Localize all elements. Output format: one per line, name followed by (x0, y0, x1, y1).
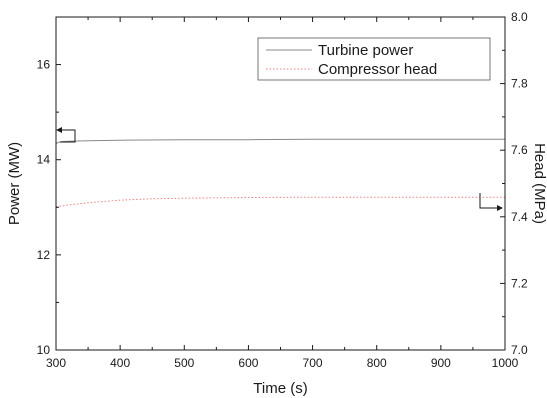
series-line-turbine-power (55, 138, 505, 144)
x-tick-label: 800 (367, 356, 387, 370)
y-right-tick-label: 8.0 (511, 10, 528, 24)
series-layer (55, 138, 505, 208)
ticks-layer (55, 16, 506, 351)
y-right-tick-label: 7.8 (511, 77, 528, 91)
series-line-compressor-head (55, 196, 505, 208)
x-tick-label: 400 (110, 356, 130, 370)
y-left-tick-label: 12 (37, 248, 51, 262)
legend: Turbine power Compressor head (257, 37, 491, 81)
y-left-tick-label: 14 (37, 153, 51, 167)
x-tick-label: 1000 (492, 356, 519, 370)
labels-layer: 300 400 500 600 700 800 900 1000 10 12 14 16 7.0 7.2 7… (6, 10, 547, 397)
x-axis-label: Time (s) (253, 380, 307, 397)
right-axis-arrow (479, 193, 503, 211)
y-right-tick-label: 7.6 (511, 143, 528, 157)
y-right-axis-label: Head (MPa) (531, 143, 547, 224)
y-right-tick-label: 7.2 (511, 276, 528, 290)
x-tick-label: 300 (46, 356, 66, 370)
legend-box (257, 37, 491, 81)
legend-label-compressor-head: Compressor head (318, 61, 437, 78)
y-right-tick-label: 7.4 (511, 210, 528, 224)
left-axis-arrow (56, 127, 76, 143)
legend-label-turbine-power: Turbine power (318, 42, 413, 59)
y-left-axis-label: Power (MW) (6, 142, 23, 225)
x-tick-label: 600 (238, 356, 258, 370)
y-right-tick-label: 7.0 (511, 343, 528, 357)
x-tick-label: 700 (303, 356, 323, 370)
x-tick-label: 500 (174, 356, 194, 370)
x-tick-label: 900 (431, 356, 451, 370)
y-left-tick-label: 16 (37, 58, 51, 72)
y-left-tick-label: 10 (37, 343, 51, 357)
